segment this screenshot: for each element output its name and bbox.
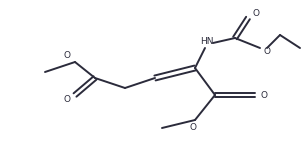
Text: O: O [260, 91, 267, 100]
Text: O: O [189, 124, 196, 133]
Text: O: O [64, 51, 70, 60]
Text: O: O [64, 95, 70, 104]
Text: O: O [263, 46, 271, 55]
Text: HN: HN [200, 36, 214, 46]
Text: O: O [252, 9, 259, 18]
